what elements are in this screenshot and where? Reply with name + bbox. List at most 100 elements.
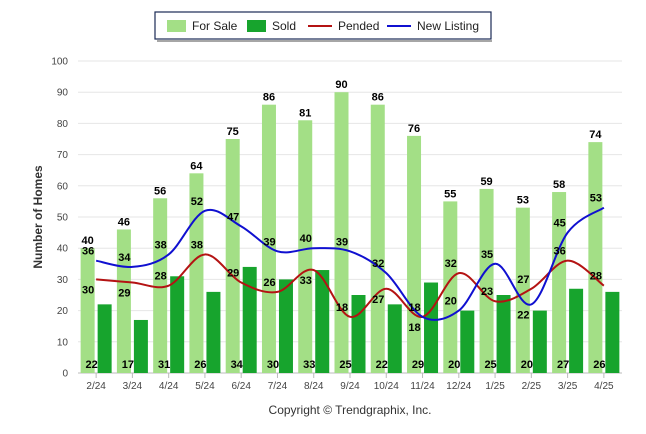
label-sold: 33	[303, 359, 315, 371]
x-tick-label: 7/24	[268, 381, 288, 392]
label-for-sale: 58	[553, 179, 565, 191]
x-tick-label: 2/24	[86, 381, 106, 392]
label-pended: 26	[263, 277, 275, 289]
bar-sold	[424, 282, 439, 373]
label-for-sale: 59	[480, 176, 492, 188]
label-for-sale: 74	[589, 129, 602, 141]
bar-sold	[496, 295, 511, 373]
bar-sold	[206, 291, 221, 373]
label-sold: 26	[593, 359, 605, 371]
x-tick-label: 6/24	[231, 381, 251, 392]
x-tick-label: 8/24	[304, 381, 324, 392]
y-axis-label: Number of Homes	[31, 165, 45, 269]
legend-swatch	[247, 20, 266, 32]
y-tick-label: 100	[51, 57, 68, 68]
legend: For Sale Sold Pended New Listing	[154, 11, 492, 42]
label-sold: 27	[557, 359, 569, 371]
label-new-listing: 45	[553, 218, 565, 230]
y-tick-label: 40	[57, 244, 69, 255]
y-tick-label: 0	[62, 369, 68, 380]
label-pended: 33	[300, 275, 312, 287]
grid-lines	[78, 60, 622, 374]
label-for-sale: 53	[517, 195, 529, 207]
label-new-listing: 22	[517, 309, 529, 321]
bar-for-sale	[407, 135, 422, 373]
legend-label: For Sale	[192, 19, 238, 33]
y-axis-ticks: 0 10 20 30 40 50 60 70 80 90 100	[51, 57, 68, 380]
bar-for-sale	[479, 188, 494, 373]
data-labels: 40 46 56 64 75 86 81 90 86 76 55 59 53 58 74 22 17 31 26 34…	[82, 79, 606, 371]
bar-sold	[97, 304, 112, 373]
label-new-listing: 36	[82, 246, 94, 258]
bar-sold	[242, 266, 257, 373]
label-for-sale: 86	[372, 92, 384, 104]
label-pended: 18	[336, 302, 348, 314]
label-pended: 32	[445, 258, 457, 270]
label-for-sale: 40	[82, 235, 94, 247]
y-tick-label: 60	[57, 181, 69, 192]
label-new-listing: 53	[590, 193, 602, 205]
label-sold: 30	[267, 359, 279, 371]
bar-sold	[133, 319, 148, 373]
label-pended: 27	[372, 294, 384, 306]
bar-sold	[170, 276, 185, 373]
bar-sold	[387, 304, 402, 373]
y-tick-label: 80	[57, 119, 69, 130]
y-tick-label: 50	[57, 213, 69, 224]
label-sold: 25	[339, 359, 351, 371]
label-pended: 28	[155, 271, 167, 283]
bar-for-sale	[443, 201, 458, 373]
series-lines	[95, 206, 605, 321]
label-for-sale: 46	[118, 216, 130, 228]
label-for-sale: 81	[299, 107, 311, 119]
x-tick-label: 2/25	[522, 381, 542, 392]
bar-for-sale	[153, 198, 168, 373]
label-pended: 27	[517, 274, 529, 286]
x-tick-label: 12/24	[446, 381, 471, 392]
label-new-listing: 32	[372, 258, 384, 270]
bars	[80, 92, 620, 374]
y-tick-label: 30	[57, 275, 69, 286]
label-for-sale: 75	[227, 126, 239, 138]
label-pended: 30	[82, 284, 94, 296]
bar-for-sale	[80, 248, 95, 373]
label-pended: 38	[191, 239, 203, 251]
bar-for-sale	[334, 92, 349, 373]
label-for-sale: 76	[408, 123, 420, 135]
label-new-listing: 47	[227, 211, 239, 223]
bar-for-sale	[225, 139, 240, 373]
label-sold: 22	[376, 359, 388, 371]
x-tick-label: 3/24	[123, 381, 143, 392]
label-new-listing: 39	[263, 236, 275, 248]
copyright-footer: Copyright © Trendgraphix, Inc.	[269, 403, 432, 417]
label-for-sale: 86	[263, 92, 275, 104]
label-new-listing: 40	[300, 233, 312, 245]
legend-label: New Listing	[417, 19, 479, 33]
label-new-listing: 38	[155, 239, 167, 251]
y-tick-label: 70	[57, 150, 69, 161]
legend-label: Sold	[272, 19, 296, 33]
bar-sold	[569, 288, 584, 373]
x-tick-label: 11/24	[410, 381, 435, 392]
legend-swatch	[167, 20, 186, 32]
label-pended: 23	[481, 286, 493, 298]
label-pended: 29	[118, 288, 130, 300]
label-new-listing: 35	[481, 249, 493, 261]
label-new-listing: 52	[191, 196, 203, 208]
bar-sold	[351, 295, 366, 373]
label-pended: 18	[408, 322, 420, 334]
y-tick-label: 90	[57, 88, 69, 99]
label-new-listing: 18	[408, 302, 420, 314]
label-for-sale: 55	[444, 188, 456, 200]
legend-label: Pended	[338, 19, 379, 33]
label-pended: 36	[553, 246, 565, 258]
bar-for-sale	[298, 120, 313, 373]
label-new-listing: 39	[336, 236, 348, 248]
x-tick-label: 1/25	[485, 381, 505, 392]
bar-sold	[278, 279, 293, 373]
y-tick-label: 20	[57, 306, 69, 317]
label-sold: 22	[86, 359, 98, 371]
x-tick-label: 9/24	[340, 381, 360, 392]
label-pended: 28	[590, 271, 602, 283]
